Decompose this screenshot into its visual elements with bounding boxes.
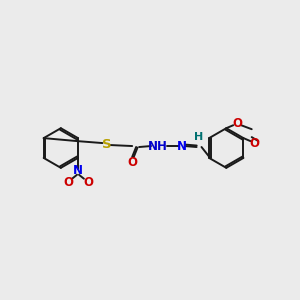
- Text: NH: NH: [148, 140, 168, 152]
- Text: O: O: [63, 176, 73, 189]
- Text: N: N: [73, 164, 83, 177]
- Text: O: O: [83, 176, 93, 189]
- Text: O: O: [249, 136, 259, 150]
- Text: O: O: [127, 156, 137, 170]
- Text: N: N: [177, 140, 187, 152]
- Text: H: H: [194, 132, 203, 142]
- Text: S: S: [102, 138, 111, 151]
- Text: O: O: [232, 117, 242, 130]
